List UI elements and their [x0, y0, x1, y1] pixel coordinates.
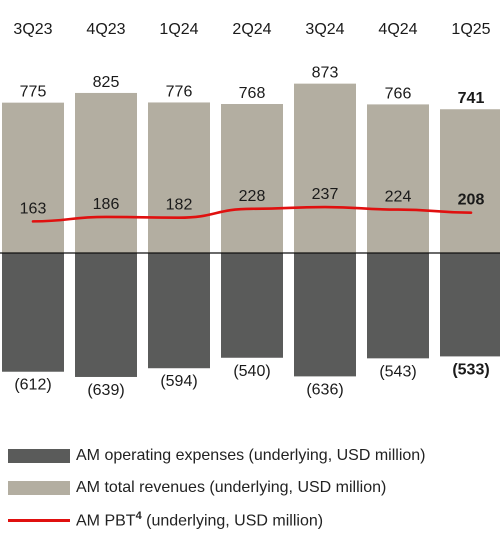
revenue-bar — [148, 102, 210, 254]
opex-data-label: (639) — [87, 382, 124, 399]
opex-data-label: (543) — [379, 363, 416, 380]
legend-label-opex: AM operating expenses (underlying, USD m… — [76, 447, 426, 464]
opex-bar — [148, 253, 210, 369]
x-tick-label: 1Q24 — [159, 21, 198, 38]
revenue-data-label: 873 — [312, 65, 339, 82]
revenue-bar — [440, 109, 500, 253]
revenue-bar — [367, 104, 429, 253]
revenue-bar — [294, 83, 356, 253]
opex-data-label: (636) — [306, 381, 343, 398]
legend-label-revenues: AM total revenues (underlying, USD milli… — [76, 479, 387, 496]
x-tick-label: 1Q25 — [451, 21, 490, 38]
legend-item-pbt: AM PBT4 (underlying, USD million) — [8, 508, 498, 532]
opex-bar — [221, 253, 283, 358]
legend-swatch-revenues — [8, 481, 70, 495]
pbt-data-label: 228 — [239, 188, 266, 205]
legend-item-opex: AM operating expenses (underlying, USD m… — [8, 444, 498, 468]
opex-data-label: (540) — [233, 363, 270, 380]
revenue-data-label: 741 — [458, 90, 485, 107]
revenue-bar — [221, 104, 283, 254]
legend-swatch-pbt — [8, 518, 70, 522]
pbt-line — [31, 205, 473, 223]
pbt-data-label: 182 — [166, 197, 193, 214]
legend-item-revenues: AM total revenues (underlying, USD milli… — [8, 476, 498, 500]
opex-bar — [75, 253, 137, 377]
legend-label-pbt: AM PBT4 (underlying, USD million) — [76, 509, 324, 530]
revenue-data-label: 825 — [93, 74, 120, 91]
bar-line-chart: 3Q23 4Q23 1Q24 2Q24 3Q24 4Q24 1Q25 775 (612) 163 8… — [0, 21, 500, 399]
pbt-data-label: 208 — [458, 192, 485, 209]
revenue-bar — [2, 102, 64, 254]
opex-data-label: (594) — [160, 373, 197, 390]
opex-bar — [440, 253, 500, 357]
legend-swatch-opex — [8, 449, 70, 463]
pbt-data-label: 163 — [20, 200, 47, 217]
x-tick-label: 4Q24 — [378, 21, 417, 38]
opex-data-label: (612) — [14, 377, 51, 394]
opex-bar — [294, 253, 356, 377]
opex-data-label: (533) — [452, 361, 489, 378]
revenue-data-label: 766 — [385, 85, 412, 102]
opex-bar — [2, 253, 64, 372]
pbt-data-label: 186 — [93, 196, 120, 213]
x-tick-label: 4Q23 — [86, 21, 125, 38]
x-tick-label: 3Q24 — [305, 21, 344, 38]
opex-bar — [367, 253, 429, 359]
revenue-data-label: 776 — [166, 83, 193, 100]
revenue-bar — [75, 92, 137, 253]
pbt-data-label: 224 — [385, 189, 412, 206]
revenue-data-label: 775 — [20, 84, 47, 101]
x-tick-label: 3Q23 — [13, 21, 52, 38]
x-tick-label: 2Q24 — [232, 21, 271, 38]
revenue-data-label: 768 — [239, 85, 266, 102]
pbt-data-label: 237 — [312, 186, 339, 203]
